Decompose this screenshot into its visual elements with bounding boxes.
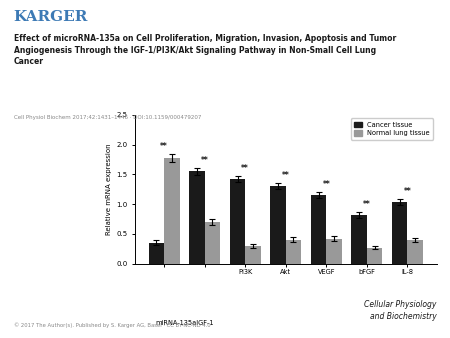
Bar bbox=[189, 171, 205, 264]
Bar bbox=[148, 243, 164, 264]
Text: Effect of microRNA-135a on Cell Proliferation, Migration, Invasion, Apoptosis an: Effect of microRNA-135a on Cell Prolifer… bbox=[14, 34, 396, 66]
Y-axis label: Relative mRNA expression: Relative mRNA expression bbox=[106, 143, 112, 235]
Text: **: ** bbox=[282, 171, 290, 180]
Text: © 2017 The Author(s). Published by S. Karger AG, Basel · CC BY-NC-ND 4.0: © 2017 The Author(s). Published by S. Ka… bbox=[14, 322, 210, 328]
Bar bbox=[407, 240, 423, 264]
Bar bbox=[205, 222, 220, 264]
Text: **: ** bbox=[160, 142, 168, 151]
Bar bbox=[367, 247, 382, 264]
Text: KARGER: KARGER bbox=[14, 10, 88, 24]
Bar bbox=[326, 239, 342, 264]
Bar bbox=[286, 240, 301, 264]
Text: **: ** bbox=[322, 180, 330, 189]
Text: Cell Physiol Biochem 2017;42:1431–1446 · DOI:10.1159/000479207: Cell Physiol Biochem 2017;42:1431–1446 ·… bbox=[14, 115, 201, 120]
Bar bbox=[392, 202, 407, 264]
Bar bbox=[164, 158, 180, 264]
Text: miRNA-135aIGF-1: miRNA-135aIGF-1 bbox=[155, 320, 214, 326]
Text: Cellular Physiology
and Biochemistry: Cellular Physiology and Biochemistry bbox=[364, 300, 436, 321]
Bar bbox=[230, 179, 245, 264]
Text: **: ** bbox=[363, 200, 371, 209]
Bar bbox=[270, 186, 286, 264]
Text: **: ** bbox=[241, 164, 249, 173]
Bar bbox=[311, 195, 326, 264]
Text: **: ** bbox=[404, 187, 411, 196]
Legend: Cancer tissue, Normal lung tissue: Cancer tissue, Normal lung tissue bbox=[351, 118, 433, 140]
Bar bbox=[245, 246, 261, 264]
Bar bbox=[351, 215, 367, 264]
Text: **: ** bbox=[201, 156, 208, 165]
